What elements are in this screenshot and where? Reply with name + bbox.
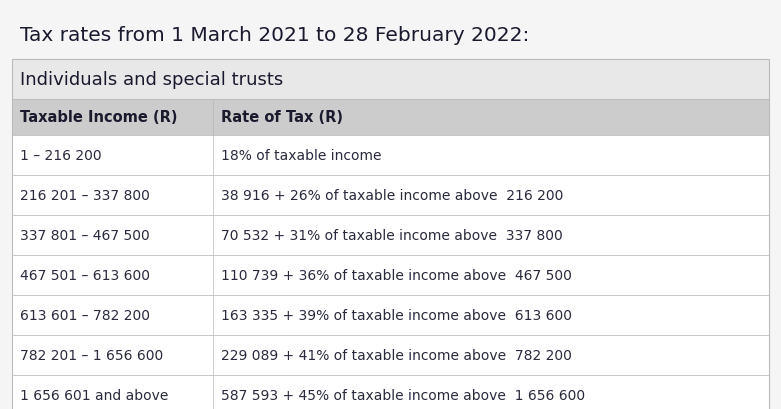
- Bar: [12, 375, 769, 409]
- Text: Taxable Income (R): Taxable Income (R): [20, 110, 177, 125]
- Text: 18% of taxable income: 18% of taxable income: [220, 148, 381, 163]
- Text: 163 335 + 39% of taxable income above  613 600: 163 335 + 39% of taxable income above 61…: [220, 308, 572, 322]
- Text: 216 201 – 337 800: 216 201 – 337 800: [20, 189, 150, 202]
- Bar: [12, 100, 769, 136]
- Bar: [12, 60, 769, 409]
- Text: Rate of Tax (R): Rate of Tax (R): [220, 110, 343, 125]
- Text: Tax rates from 1 March 2021 to 28 February 2022:: Tax rates from 1 March 2021 to 28 Februa…: [20, 25, 530, 45]
- Text: 613 601 – 782 200: 613 601 – 782 200: [20, 308, 150, 322]
- Text: 1 656 601 and above: 1 656 601 and above: [20, 388, 169, 402]
- Bar: [12, 255, 769, 295]
- Text: 1 – 216 200: 1 – 216 200: [20, 148, 102, 163]
- Text: 70 532 + 31% of taxable income above  337 800: 70 532 + 31% of taxable income above 337…: [220, 229, 562, 243]
- Text: Individuals and special trusts: Individuals and special trusts: [20, 71, 284, 89]
- Text: 110 739 + 36% of taxable income above  467 500: 110 739 + 36% of taxable income above 46…: [220, 268, 572, 282]
- Text: 587 593 + 45% of taxable income above  1 656 600: 587 593 + 45% of taxable income above 1 …: [220, 388, 585, 402]
- Bar: [12, 216, 769, 255]
- Text: 229 089 + 41% of taxable income above  782 200: 229 089 + 41% of taxable income above 78…: [220, 348, 572, 362]
- Bar: [12, 335, 769, 375]
- Text: 467 501 – 613 600: 467 501 – 613 600: [20, 268, 150, 282]
- Text: 38 916 + 26% of taxable income above  216 200: 38 916 + 26% of taxable income above 216…: [220, 189, 563, 202]
- Bar: [12, 136, 769, 175]
- Text: 782 201 – 1 656 600: 782 201 – 1 656 600: [20, 348, 163, 362]
- Text: 337 801 – 467 500: 337 801 – 467 500: [20, 229, 150, 243]
- Bar: [12, 295, 769, 335]
- Bar: [12, 60, 769, 100]
- Bar: [12, 175, 769, 216]
